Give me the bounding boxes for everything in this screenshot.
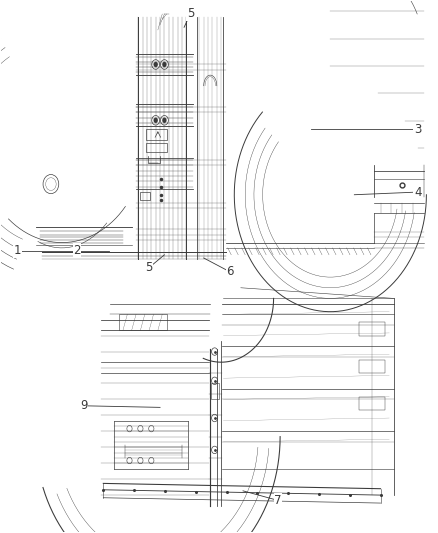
- Circle shape: [153, 118, 158, 123]
- Text: 5: 5: [187, 7, 194, 20]
- Text: 7: 7: [274, 494, 282, 507]
- Text: 6: 6: [226, 265, 233, 278]
- Circle shape: [162, 62, 166, 67]
- Text: 5: 5: [145, 261, 153, 274]
- Text: 3: 3: [414, 123, 421, 136]
- Text: 9: 9: [80, 399, 88, 413]
- Circle shape: [153, 62, 158, 67]
- Text: 1: 1: [14, 244, 21, 257]
- Circle shape: [162, 118, 166, 123]
- Text: 2: 2: [73, 244, 81, 257]
- Text: 4: 4: [414, 185, 421, 199]
